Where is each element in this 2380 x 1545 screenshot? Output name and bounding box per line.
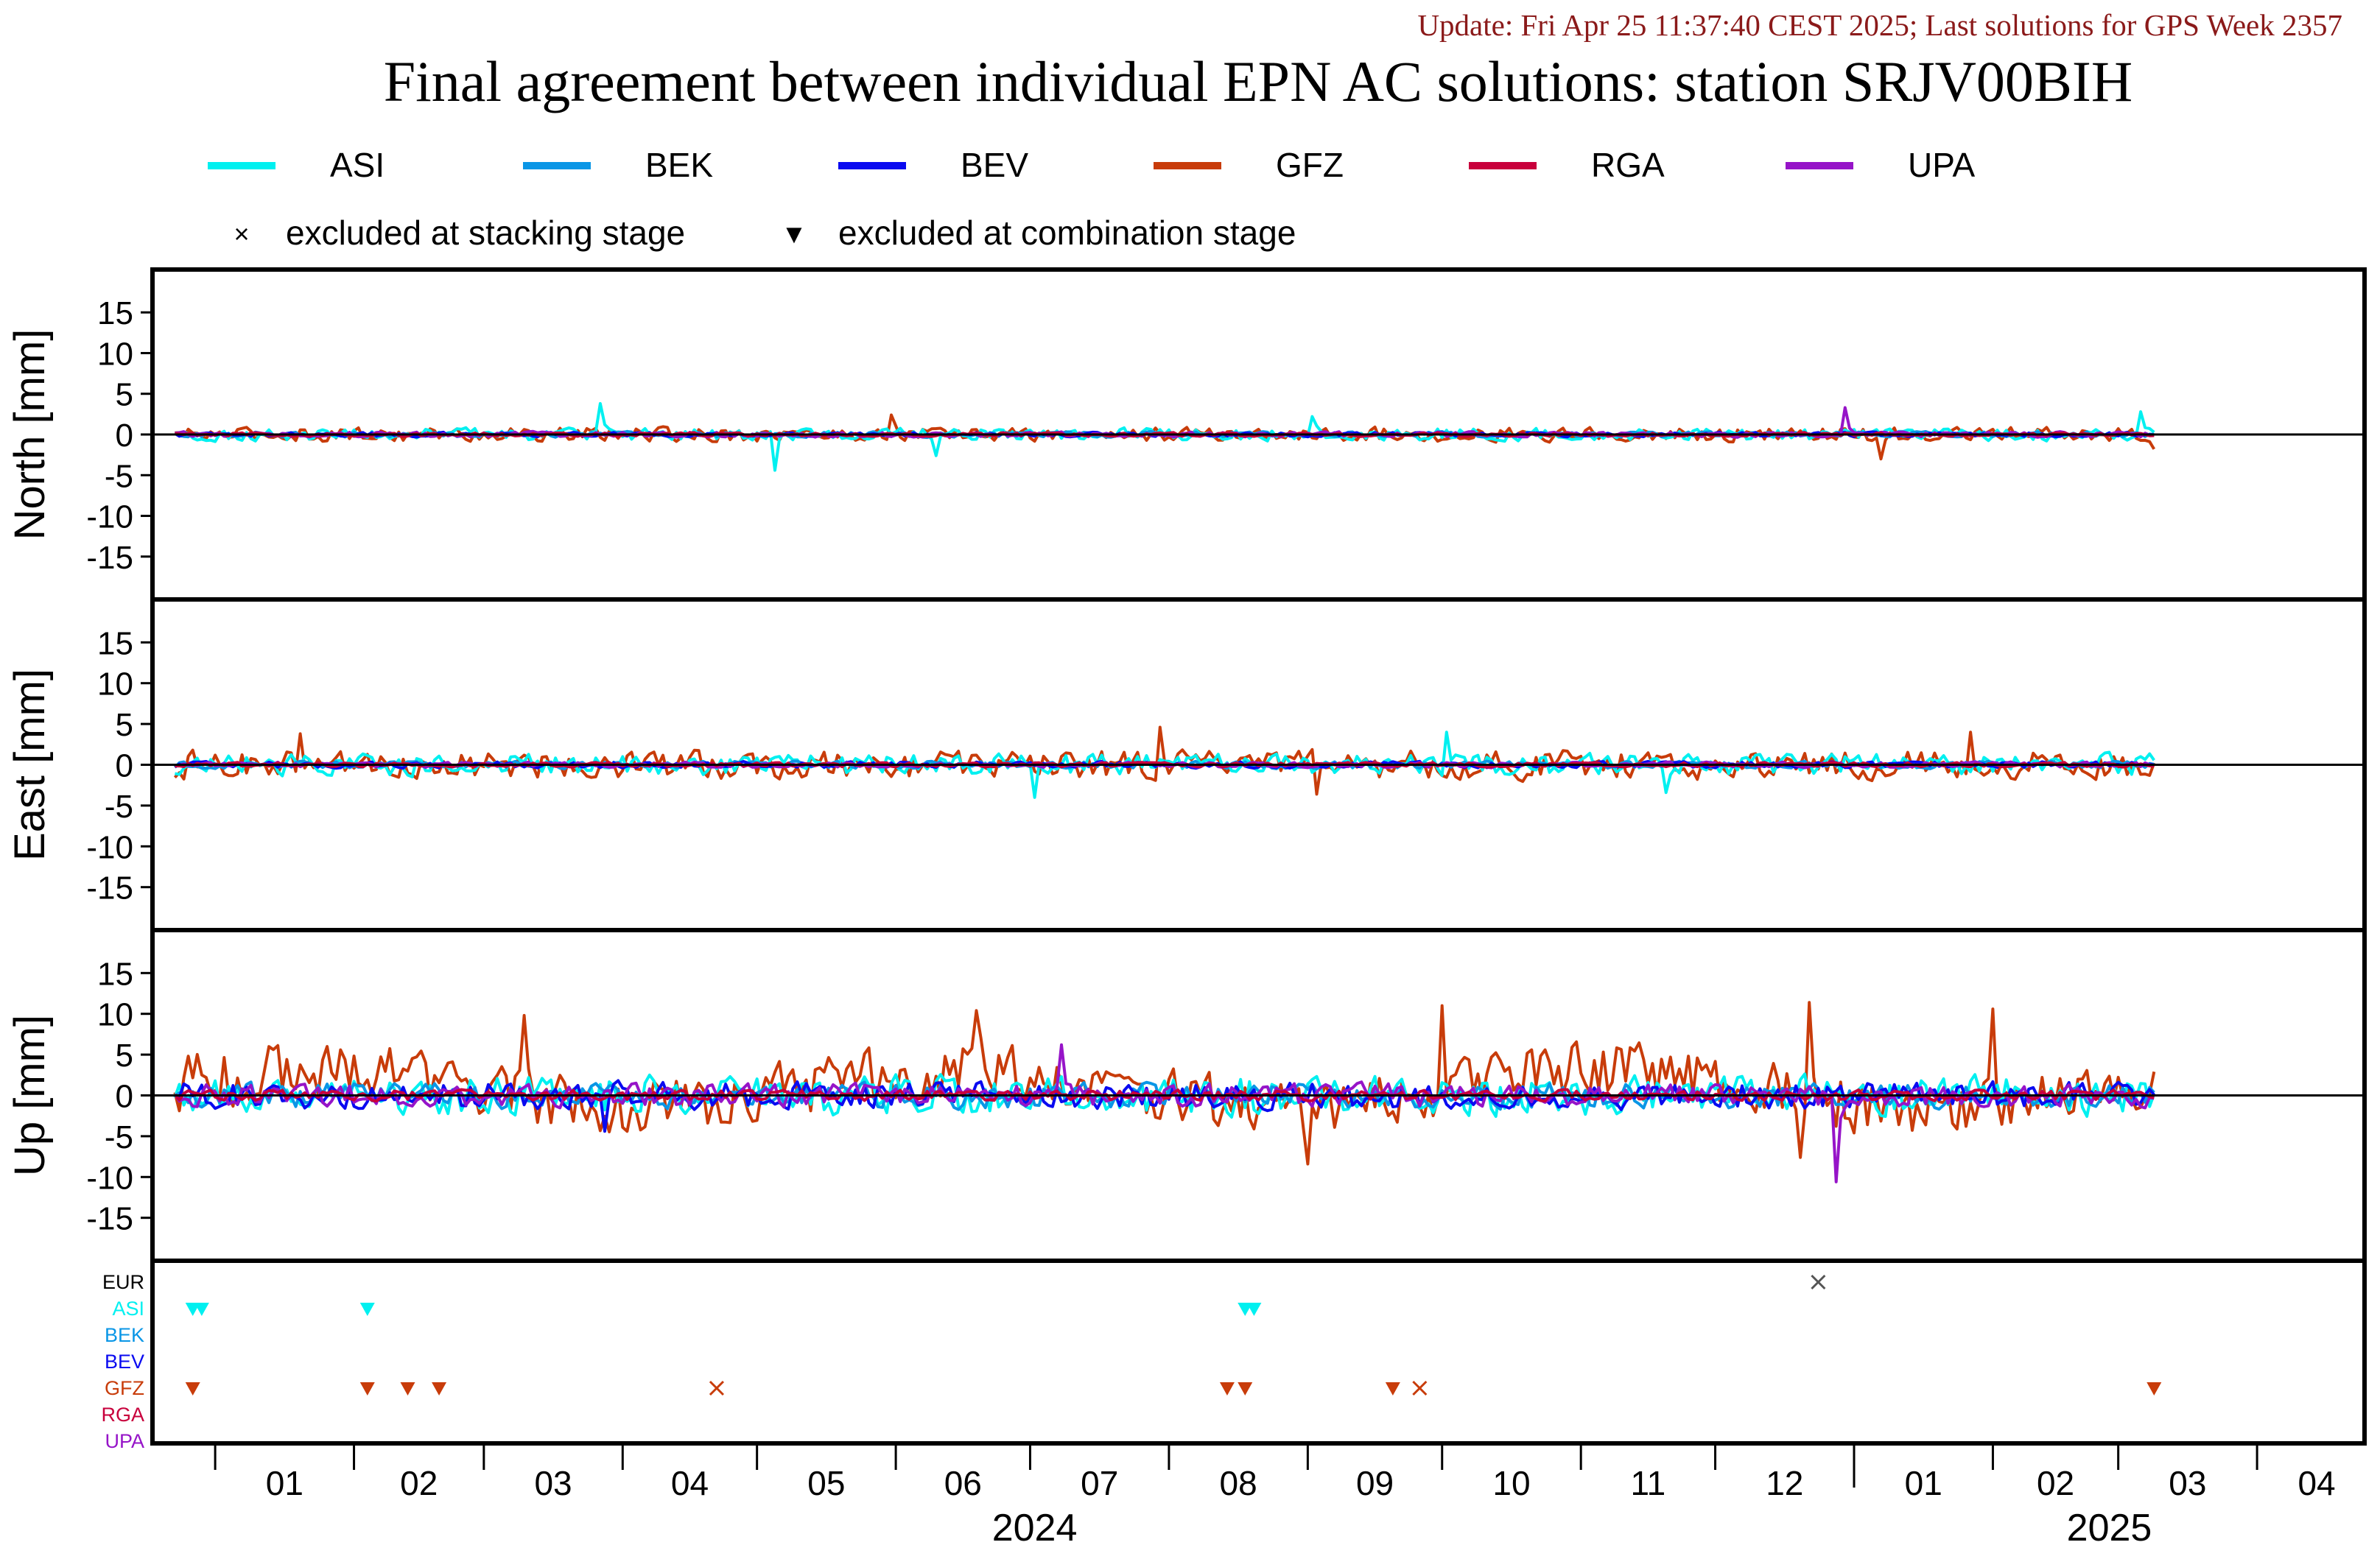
legend-marker-label: excluded at stacking stage (286, 214, 685, 252)
legend-marker-stacking: × excluded at stacking stage (234, 214, 685, 252)
y-tick-label: 5 (116, 707, 133, 743)
y-tick-label: -10 (86, 829, 133, 865)
legend-label: ASI (330, 146, 385, 184)
month-label: 04 (671, 1464, 709, 1502)
y-axis-label: Up [mm] (6, 1015, 54, 1176)
update-line: Update: Fri Apr 25 11:37:40 CEST 2025; L… (1417, 8, 2342, 42)
month-label: 01 (266, 1464, 303, 1502)
y-axis-label: East [mm] (6, 669, 54, 861)
panel-up: 15 10 5 0 -5 -10 -15 Up [mm] (6, 928, 2367, 1263)
exclusion-row-label-upa: UPA (105, 1430, 144, 1452)
exclusion-marker-stacking (1811, 1274, 1826, 1290)
exclusion-row-label-bek: BEK (105, 1324, 144, 1346)
exclusion-marker-combination (1385, 1382, 1400, 1396)
chart-title: Final agreement between individual EPN A… (384, 49, 2133, 113)
exclusion-marker-combination (1238, 1382, 1253, 1396)
panel-north: 15 10 5 0 -5 -10 -15 North [mm] (6, 267, 2367, 602)
month-label: 05 (807, 1464, 845, 1502)
y-tick-label: -10 (86, 1160, 133, 1196)
month-label: 06 (944, 1464, 982, 1502)
legend-label: BEV (961, 146, 1028, 184)
exclusion-marker-combination (359, 1303, 375, 1316)
month-label: 10 (1492, 1464, 1530, 1502)
y-tick-label: -10 (86, 499, 133, 535)
month-label: 08 (1220, 1464, 1257, 1502)
legend-marker-label: excluded at combination stage (838, 214, 1296, 252)
legend-entry-asi: ASI (208, 146, 385, 184)
legend-marker-symbol: × (234, 219, 249, 249)
exclusion-marker-combination (1246, 1303, 1262, 1316)
time-axis: 01 02 03 04 05 06 07 08 09 10 11 12 01 02 03 04 2024 2025 (214, 1443, 2336, 1545)
legend-entry-upa: UPA (1786, 146, 1975, 184)
y-tick-label: -5 (105, 1119, 133, 1155)
legend-label: RGA (1591, 146, 1665, 184)
exclusion-row-label-asi: ASI (112, 1298, 144, 1320)
exclusion-row-label-bev: BEV (105, 1351, 144, 1373)
y-tick-label: -5 (105, 789, 133, 825)
month-label: 07 (1081, 1464, 1118, 1502)
legend-entry-bev: BEV (838, 146, 1028, 184)
series-lines (173, 725, 2156, 799)
month-label: 09 (1356, 1464, 1394, 1502)
exclusion-marker-combination (194, 1303, 209, 1316)
month-label: 02 (2037, 1464, 2074, 1502)
month-label: 11 (1630, 1464, 1665, 1502)
y-tick-label: 5 (116, 1038, 133, 1074)
y-tick-label: 10 (97, 997, 133, 1033)
y-tick-label: -15 (86, 1201, 133, 1237)
year-label: 2024 (992, 1507, 1078, 1545)
y-tick-label: -5 (105, 458, 133, 494)
month-label: 01 (1905, 1464, 1942, 1502)
y-tick-label: -15 (86, 870, 133, 907)
legend-label: GFZ (1276, 146, 1344, 184)
y-tick-label: 15 (97, 295, 133, 331)
y-tick-label: 15 (97, 625, 133, 661)
month-label: 03 (2169, 1464, 2206, 1502)
exclusion-frame (150, 1259, 2367, 1446)
exclusion-marker-stacking (709, 1380, 725, 1396)
y-tick-label: 0 (116, 418, 133, 454)
month-label: 03 (534, 1464, 572, 1502)
legend-entry-bek: BEK (523, 146, 713, 184)
y-tick-label: 15 (97, 956, 133, 992)
exclusion-marker-stacking (1412, 1380, 1428, 1396)
legend: ASI BEK BEV GFZ RGA UPA × excluded at stacking … (208, 146, 1975, 252)
y-tick-label: -15 (86, 540, 133, 576)
exclusion-row-label-eur: EUR (102, 1271, 144, 1293)
legend-label: BEK (645, 146, 713, 184)
year-label: 2025 (2067, 1507, 2152, 1545)
exclusion-marker-combination (359, 1382, 375, 1396)
legend-label: UPA (1908, 146, 1975, 184)
legend-entry-rga: RGA (1469, 146, 1665, 184)
exclusion-marker-combination (1219, 1382, 1235, 1396)
plot-panels: 15 10 5 0 -5 -10 -15 North [mm] 15 10 5 0 -5 -10 -15 Ea… (6, 267, 2367, 1452)
month-label: 12 (1766, 1464, 1803, 1502)
month-label: 02 (400, 1464, 438, 1502)
series-upa-line (173, 1043, 2155, 1183)
exclusion-marker-combination (185, 1382, 200, 1396)
y-tick-label: 10 (97, 666, 133, 703)
exclusion-marker-combination (400, 1382, 415, 1396)
panel-east: 15 10 5 0 -5 -10 -15 East [mm] (6, 597, 2367, 932)
exclusion-marker-combination (2146, 1382, 2162, 1396)
exclusion-row-label-gfz: GFZ (105, 1377, 144, 1399)
exclusion-marker-combination (432, 1382, 447, 1396)
y-tick-label: 0 (116, 748, 133, 784)
y-tick-label: 10 (97, 336, 133, 372)
y-axis-label: North [mm] (6, 329, 54, 541)
exclusion-panel: EUR ASI BEK BEV GFZ RGA UPA (101, 1259, 2367, 1452)
legend-entry-gfz: GFZ (1154, 146, 1344, 184)
series-lines (173, 1001, 2156, 1183)
y-tick-label: 5 (116, 377, 133, 413)
legend-marker-symbol: ▼ (781, 219, 807, 249)
legend-marker-combination: ▼ excluded at combination stage (781, 214, 1296, 252)
series-lines (174, 402, 2156, 472)
month-label: 04 (2297, 1464, 2335, 1502)
exclusion-row-label-rga: RGA (101, 1404, 144, 1426)
y-tick-label: 0 (116, 1079, 133, 1115)
